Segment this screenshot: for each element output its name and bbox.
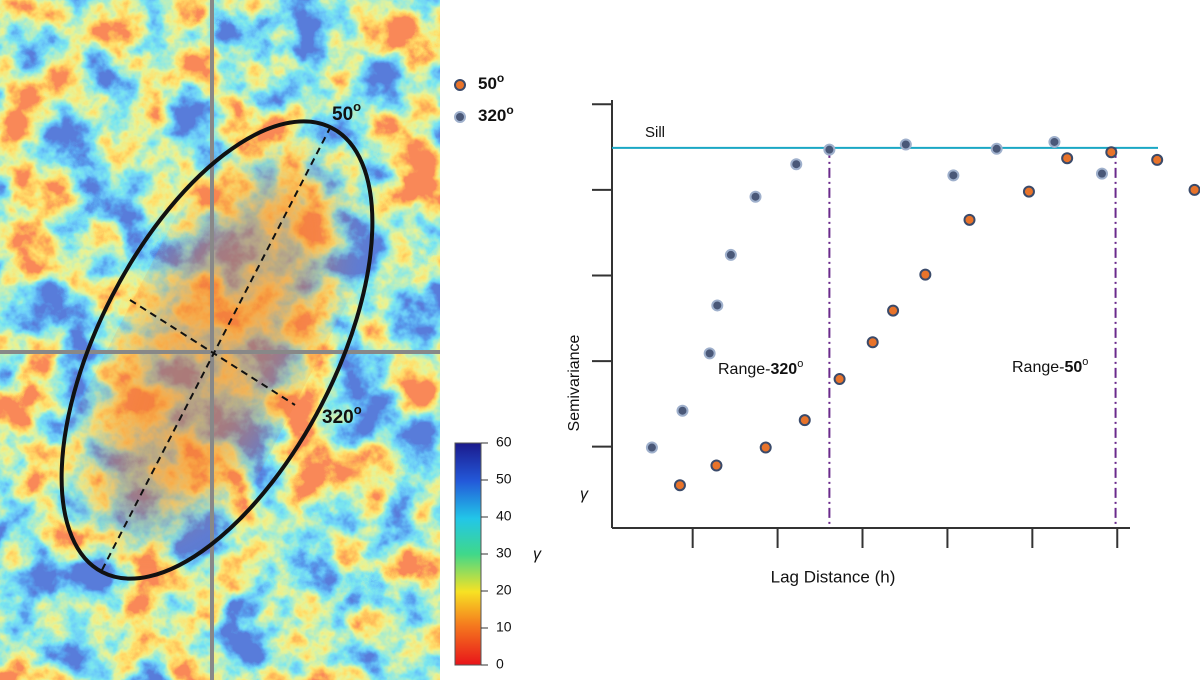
data-point [711,299,724,312]
map [0,0,440,680]
angle-sup: o [354,402,362,417]
data-point [710,459,723,472]
minor-axis [129,299,296,406]
colorbar-label: γ [533,546,542,563]
data-point [919,268,932,281]
data-point [963,213,976,226]
data-point [1095,167,1108,180]
legend-label: 320o [478,103,514,125]
range-prefix: Range- [718,361,770,378]
legend-label: 50o [478,71,504,93]
range-angle: 50 [1064,359,1082,376]
legend-sup: o [497,71,504,85]
data-point [759,441,772,454]
anisotropy-ellipse [59,119,375,581]
data-point [673,479,686,492]
range-sup: o [1082,356,1088,368]
major-axis [101,127,331,571]
y-axis-label: Semivariance [566,334,583,431]
data-point [1151,153,1164,166]
colorbar-tick-label: 10 [496,619,512,635]
data-point [790,158,803,171]
legend-marker [454,79,466,91]
legend-name: 320 [478,106,506,125]
data-point [703,347,716,360]
data-point [990,142,1003,155]
colorbar-tick-label: 30 [496,545,512,561]
data-point [887,304,900,317]
data-point [866,336,879,349]
angle-value: 50 [332,104,353,125]
range-angle: 320 [770,361,797,378]
data-point [1061,152,1074,165]
legend-sup: o [506,103,513,117]
data-point [1105,146,1118,159]
colorbar-tick-label: 40 [496,508,512,524]
data-point [823,143,836,156]
angle-label: 50o [332,99,361,125]
gamma-label: γ [580,486,589,503]
data-point [1188,183,1200,196]
data-point [645,441,658,454]
colorbar [454,442,482,666]
angle-value: 320 [322,407,354,428]
legend-marker [454,111,466,123]
range-prefix: Range- [1012,359,1064,376]
data-point [749,190,762,203]
x-axis-label: Lag Distance (h) [771,567,896,586]
colorbar-tick-label: 20 [496,582,512,598]
colorbar-tick-label: 0 [496,656,504,672]
legend-name: 50 [478,74,497,93]
angle-label: 320o [322,402,362,428]
data-point [724,248,737,261]
data-point [899,138,912,151]
range-label: Range-320o [718,358,803,378]
sill-label: Sill [645,124,665,141]
data-point [798,414,811,427]
data-point [833,373,846,386]
range-label: Range-50o [1012,356,1088,376]
colorbar-tick-label: 50 [496,471,512,487]
data-point [1048,135,1061,148]
range-sup: o [797,358,803,370]
data-point [947,169,960,182]
angle-sup: o [353,99,361,114]
data-point [676,404,689,417]
data-point [1022,185,1035,198]
colorbar-tick-label: 60 [496,434,512,450]
